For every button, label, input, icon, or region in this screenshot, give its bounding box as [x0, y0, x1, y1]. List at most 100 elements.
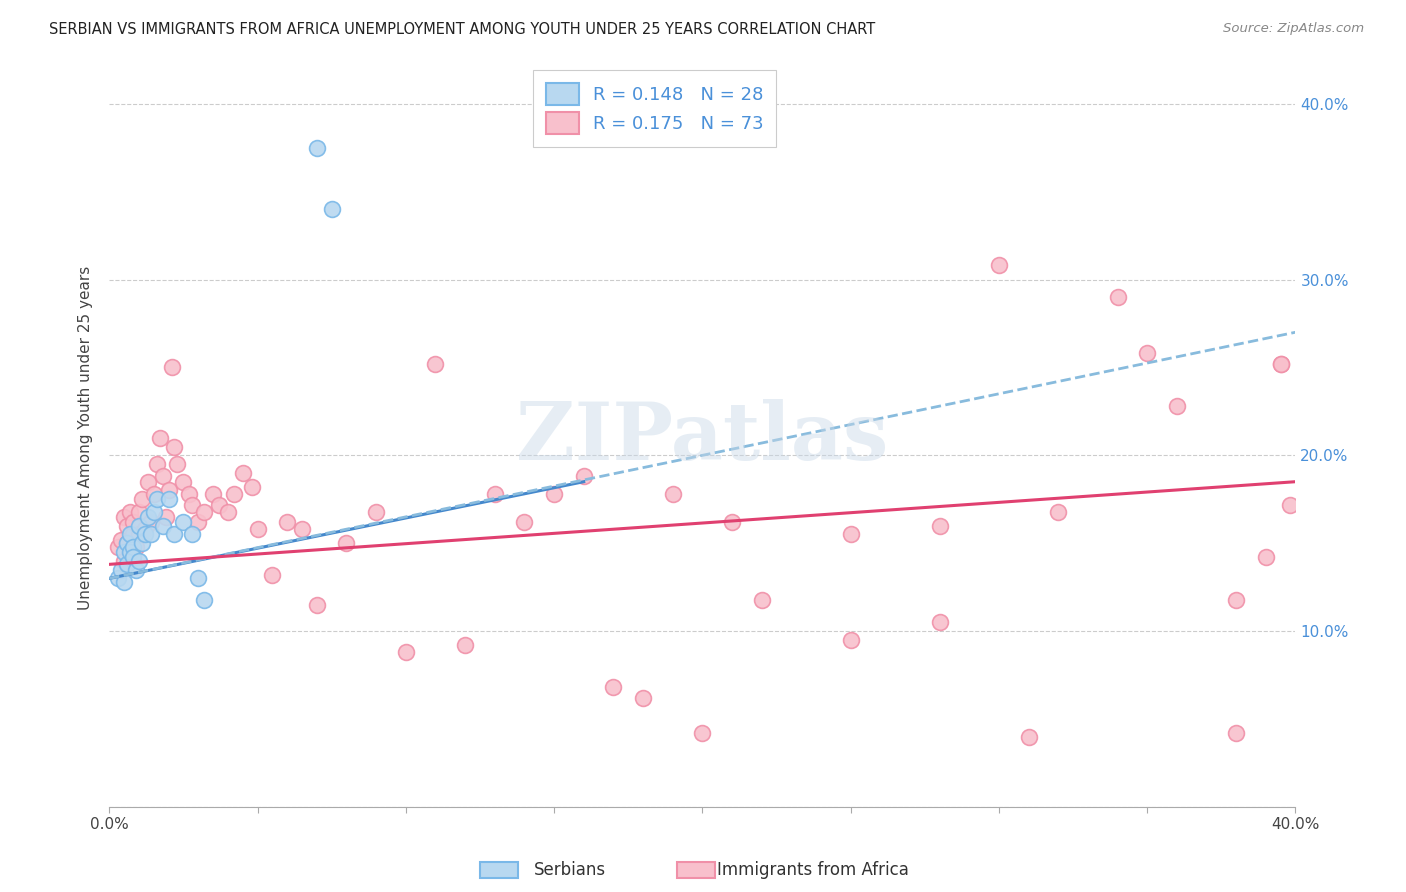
Point	[1278, 498, 1301, 512]
Y-axis label: Unemployment Among Youth under 25 years: Unemployment Among Youth under 25 years	[79, 266, 93, 610]
Point	[366, 505, 388, 519]
Point	[112, 554, 135, 568]
Point	[152, 469, 174, 483]
Point	[122, 515, 145, 529]
Point	[661, 487, 683, 501]
Point	[110, 533, 132, 547]
Point	[163, 527, 186, 541]
Point	[118, 545, 141, 559]
Point	[1225, 726, 1247, 740]
FancyBboxPatch shape	[678, 862, 716, 878]
Point	[454, 638, 477, 652]
Point	[1270, 357, 1292, 371]
Point	[179, 487, 201, 501]
Point	[928, 615, 950, 630]
Point	[107, 540, 129, 554]
Point	[155, 509, 177, 524]
Point	[1047, 505, 1070, 519]
Point	[217, 505, 239, 519]
Point	[172, 515, 194, 529]
Point	[112, 545, 135, 559]
Point	[928, 518, 950, 533]
Point	[208, 498, 231, 512]
Point	[139, 527, 162, 541]
Point	[107, 571, 129, 585]
Point	[187, 571, 209, 585]
Point	[131, 492, 153, 507]
Point	[142, 505, 165, 519]
Point	[291, 522, 314, 536]
Point	[134, 527, 156, 541]
Point	[125, 540, 148, 554]
Point	[1107, 290, 1129, 304]
Point	[145, 457, 167, 471]
Point	[128, 527, 150, 541]
Text: ZIPatlas: ZIPatlas	[516, 399, 889, 476]
Point	[118, 545, 141, 559]
Point	[692, 726, 714, 740]
Point	[181, 498, 204, 512]
Legend: R = 0.148   N = 28, R = 0.175   N = 73: R = 0.148 N = 28, R = 0.175 N = 73	[533, 70, 776, 146]
Point	[131, 536, 153, 550]
Point	[152, 518, 174, 533]
Point	[543, 487, 565, 501]
Point	[276, 515, 298, 529]
Point	[187, 515, 209, 529]
Point	[160, 360, 183, 375]
Point	[118, 527, 141, 541]
Point	[572, 469, 595, 483]
Point	[125, 563, 148, 577]
Point	[115, 536, 138, 550]
Point	[246, 522, 269, 536]
Point	[112, 574, 135, 589]
Point	[1270, 357, 1292, 371]
Point	[987, 259, 1010, 273]
Point	[1018, 730, 1040, 744]
Point	[115, 558, 138, 572]
Point	[128, 554, 150, 568]
Point	[163, 440, 186, 454]
Point	[122, 540, 145, 554]
Point	[305, 141, 328, 155]
Point	[110, 563, 132, 577]
Point	[118, 505, 141, 519]
Point	[839, 527, 862, 541]
Point	[839, 632, 862, 647]
Point	[134, 522, 156, 536]
Point	[142, 487, 165, 501]
Point	[145, 492, 167, 507]
Point	[222, 487, 245, 501]
Point	[172, 475, 194, 489]
Point	[157, 492, 180, 507]
Point	[262, 568, 284, 582]
Text: Source: ZipAtlas.com: Source: ZipAtlas.com	[1223, 22, 1364, 36]
Point	[139, 515, 162, 529]
Text: Serbians: Serbians	[534, 861, 606, 879]
Point	[122, 527, 145, 541]
Point	[112, 509, 135, 524]
Point	[335, 536, 357, 550]
Point	[232, 466, 254, 480]
Point	[166, 457, 188, 471]
Point	[193, 505, 215, 519]
Point	[136, 509, 159, 524]
Point	[1166, 399, 1188, 413]
Point	[602, 681, 624, 695]
Point	[128, 505, 150, 519]
Point	[115, 536, 138, 550]
Point	[157, 483, 180, 498]
Point	[305, 598, 328, 612]
Point	[751, 592, 773, 607]
Point	[631, 690, 654, 705]
Point	[1136, 346, 1159, 360]
Point	[115, 518, 138, 533]
Point	[149, 431, 172, 445]
Point	[395, 645, 418, 659]
Point	[181, 527, 204, 541]
Text: SERBIAN VS IMMIGRANTS FROM AFRICA UNEMPLOYMENT AMONG YOUTH UNDER 25 YEARS CORREL: SERBIAN VS IMMIGRANTS FROM AFRICA UNEMPL…	[49, 22, 876, 37]
Point	[128, 518, 150, 533]
Point	[122, 550, 145, 565]
Point	[1225, 592, 1247, 607]
Point	[240, 480, 263, 494]
Point	[321, 202, 343, 217]
